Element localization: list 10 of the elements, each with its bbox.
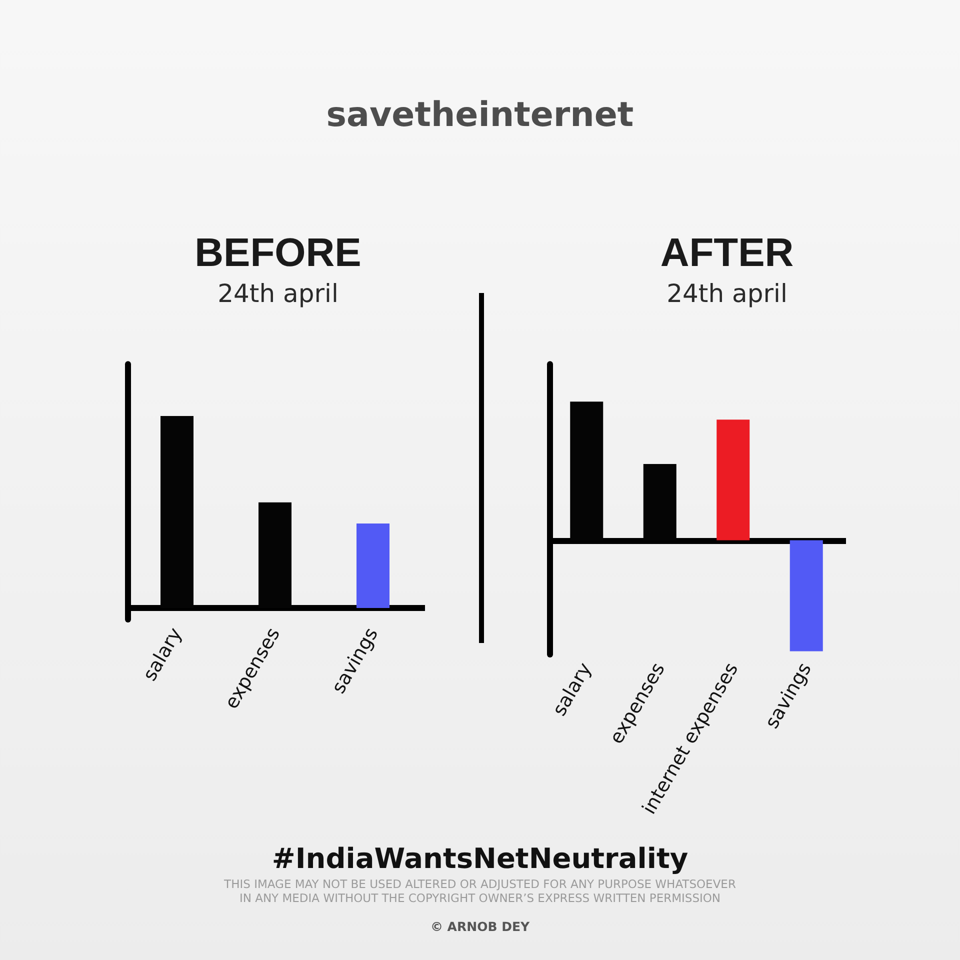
text: savetheinternet xyxy=(326,95,634,135)
chart-title: BEFORE xyxy=(194,231,362,275)
chart-subtitle: 24th april xyxy=(218,279,338,308)
text: THIS IMAGE MAY NOT BE USED ALTERED OR ADJUSTED FOR ANY PURPOSE WHATSOEVER IN ANY MEDIA WITHOUT THE COPYRIGHT OWNER’S EXPRESS WRITTEN PERMISSION xyxy=(223,877,737,905)
chart-title: AFTER xyxy=(660,231,794,275)
chart-subtitle: 24th april xyxy=(666,279,788,308)
text: © ARNOB DEY xyxy=(429,919,531,934)
bar xyxy=(716,420,750,540)
bar xyxy=(790,540,823,652)
text: #IndiaWantsNetNeutrality xyxy=(272,842,688,875)
